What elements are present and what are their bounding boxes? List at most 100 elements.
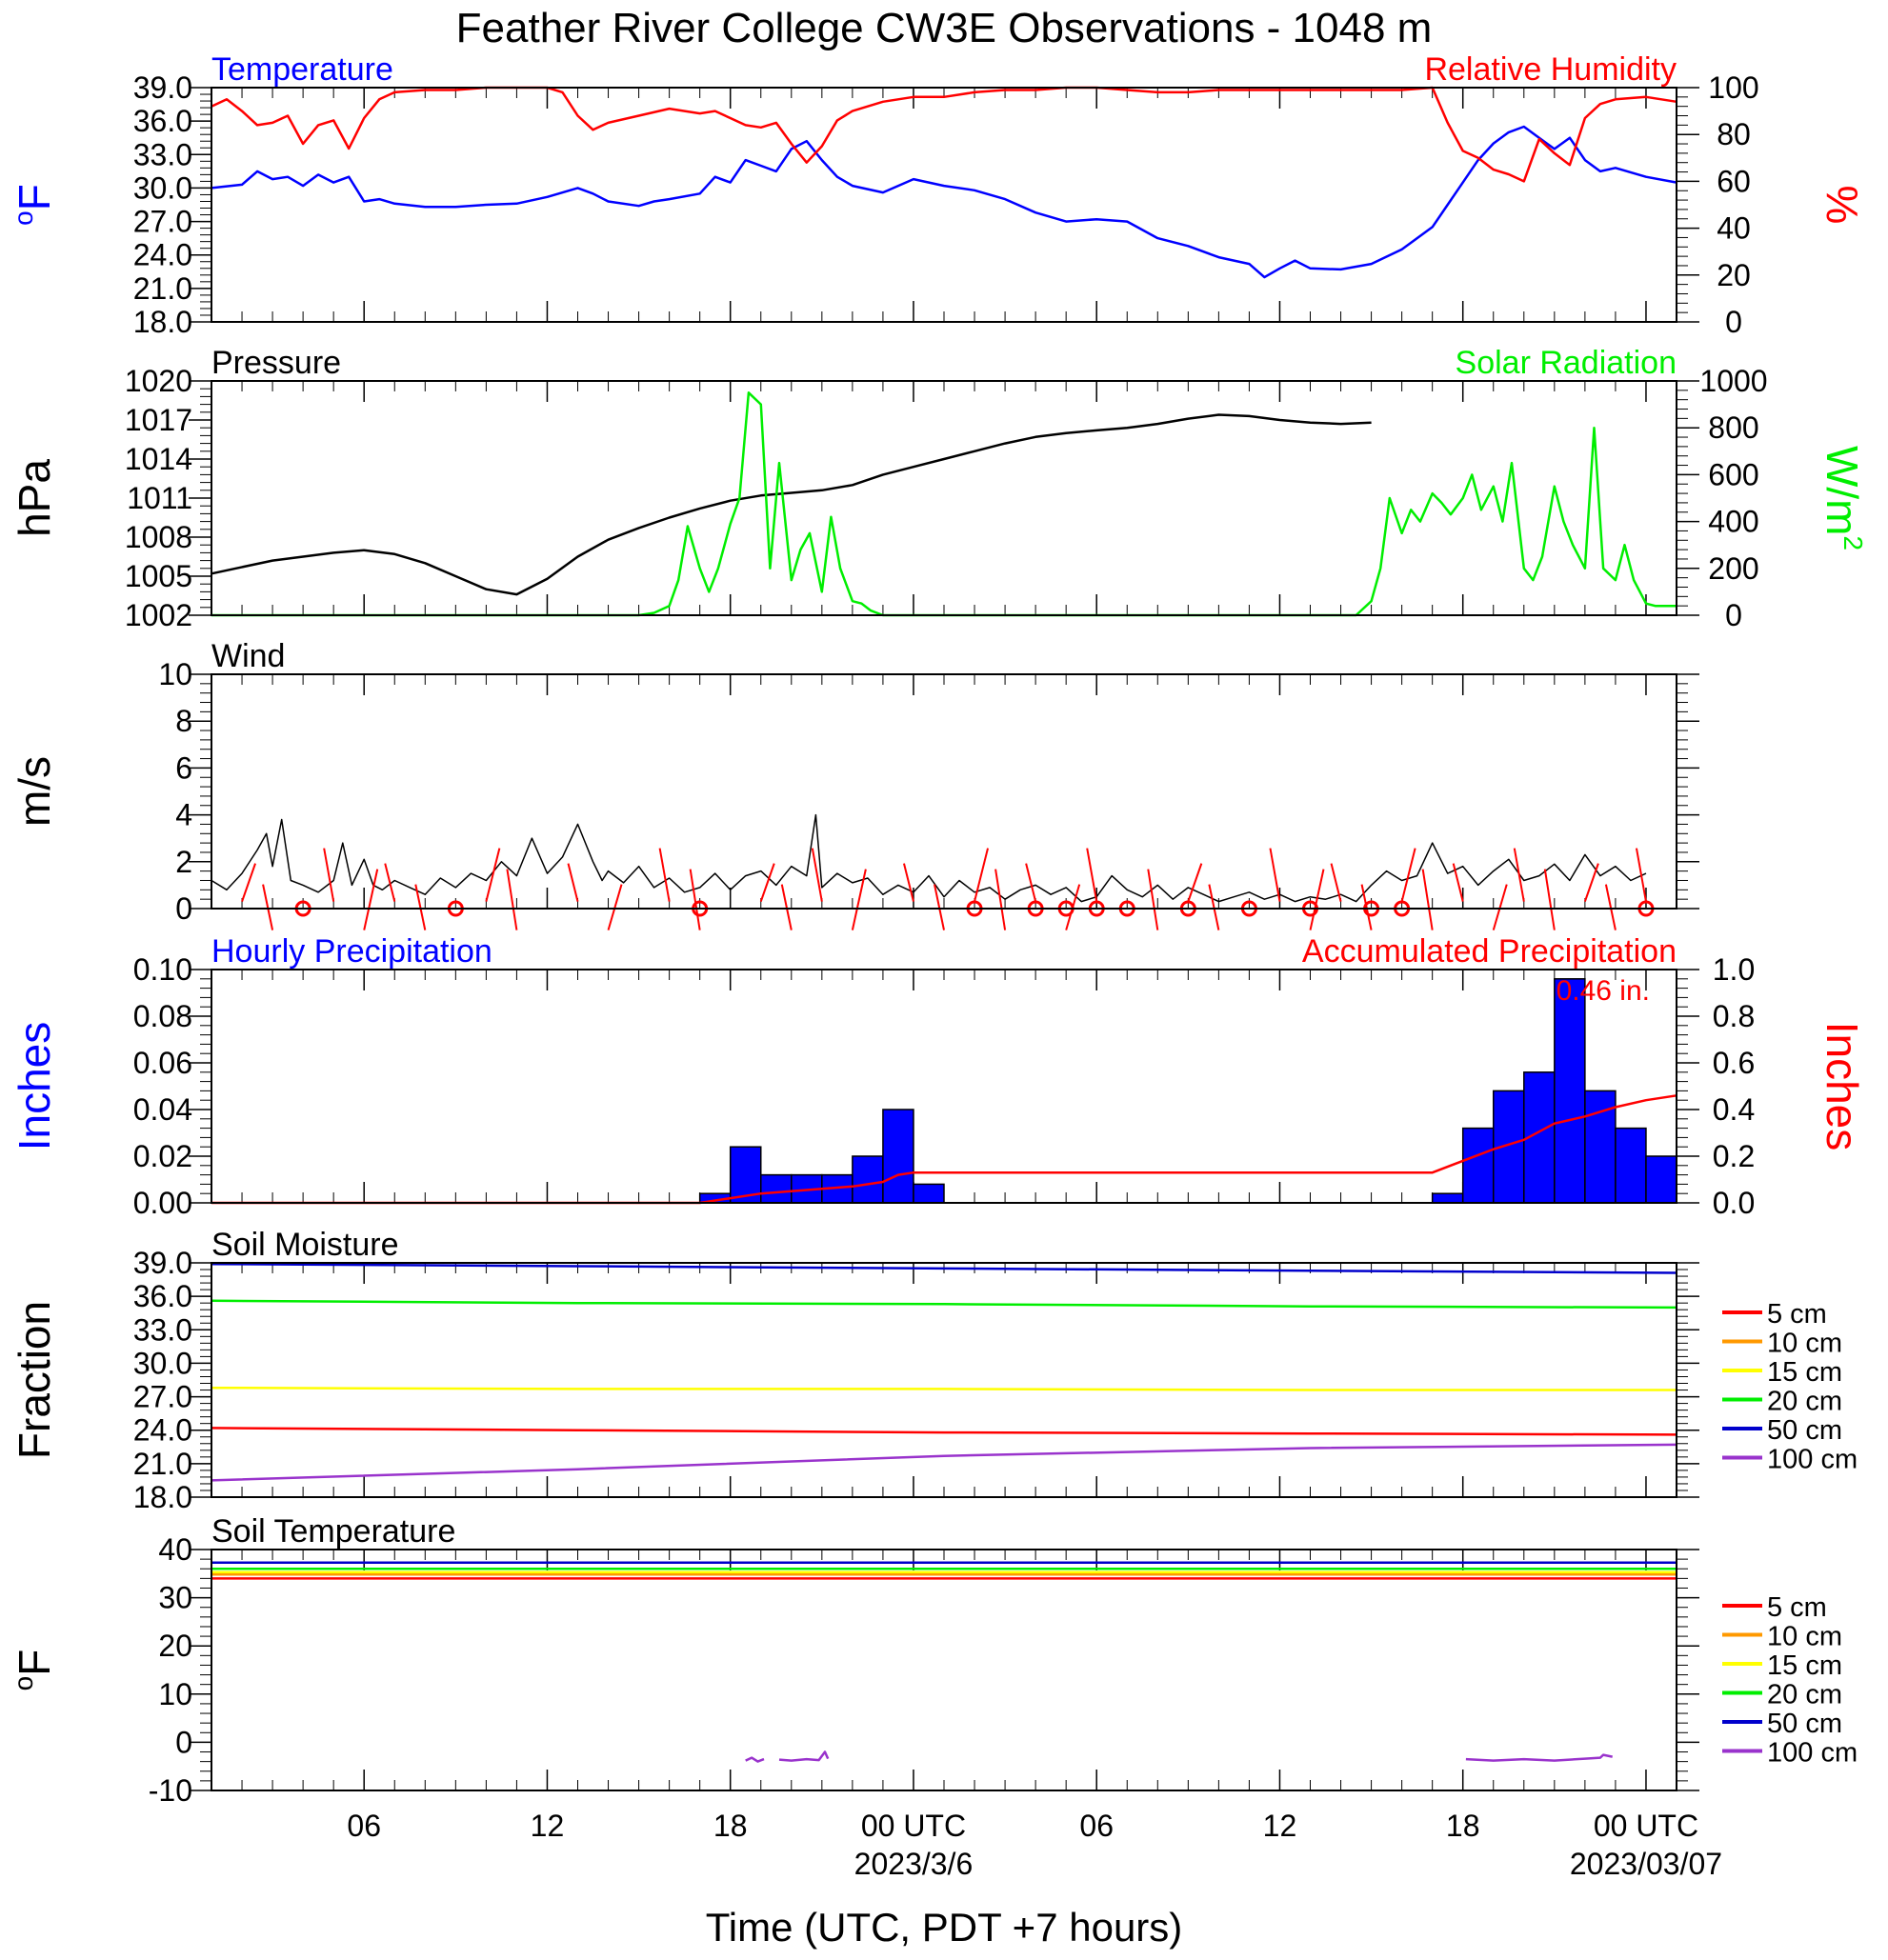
y2-tick-label: 60 (1717, 164, 1751, 198)
wind-barb (1147, 869, 1159, 930)
panel-pressure_solar: 1002 1005 1008 1011 1014 1017 1020 0 200 400 600 80… (10, 345, 1868, 632)
legend-label: 5 cm (1767, 1299, 1827, 1330)
wind-barb (1187, 863, 1203, 902)
series-line (1465, 1753, 1613, 1762)
y-tick-label: 10 (158, 657, 192, 691)
unit-w-per-m: W/m (1818, 446, 1867, 536)
y-tick-label: 0.00 (133, 1186, 192, 1220)
panel-frame (211, 673, 1677, 910)
y-tick-label: 20 (158, 1629, 192, 1663)
x-date-label: 2023/03/07 (1570, 1847, 1722, 1881)
y-tick-label: 0.10 (133, 952, 192, 987)
y-tick-label: 33.0 (133, 137, 192, 171)
panel-title-left: Wind (211, 638, 285, 674)
y-tick-label: 0.06 (133, 1046, 192, 1080)
accumulated-precip-line (211, 1094, 1677, 1205)
y2-tick-label: 40 (1717, 211, 1751, 246)
x-tick-label: 06 (347, 1809, 381, 1843)
wind-barb (1086, 848, 1098, 902)
y2-tick-label: 800 (1708, 410, 1758, 445)
y-tick-label: 1014 (125, 442, 192, 476)
wind-barb (994, 869, 1007, 930)
legend-label: 5 cm (1767, 1592, 1827, 1623)
wind-barb (363, 869, 379, 930)
legend-label: 100 cm (1767, 1445, 1858, 1475)
wind-barb (1604, 884, 1617, 930)
y-tick-label: 27.0 (133, 1380, 192, 1414)
y2-tick-label: 0.6 (1713, 1046, 1755, 1080)
y2-tick-label: 0 (1725, 598, 1742, 632)
x-tick-label: 00 UTC (1594, 1809, 1698, 1843)
y-tick-label: 10 (158, 1677, 192, 1711)
y2-axis-label: W/m2 (1818, 446, 1868, 550)
legend-label: 100 cm (1767, 1738, 1858, 1769)
series-line (211, 813, 1647, 903)
wind-barb (851, 869, 867, 930)
precip-bar (1615, 1127, 1647, 1204)
y-tick-label: 36.0 (133, 1279, 192, 1313)
wind-barb (262, 884, 274, 930)
y-axis-label: hPa (10, 459, 59, 537)
legend-label: 20 cm (1767, 1680, 1842, 1710)
series-line (211, 1386, 1677, 1391)
wind-barb (384, 863, 396, 902)
wind-barb (414, 884, 427, 930)
wind-barb (658, 848, 671, 902)
x-tick-label: 06 (1079, 1809, 1114, 1843)
y2-tick-label: 1.0 (1713, 952, 1755, 987)
wind-barb (1543, 869, 1556, 930)
y-tick-label: 0 (175, 891, 192, 926)
y-tick-label: 1008 (125, 520, 192, 554)
panel-frame (211, 380, 1677, 616)
y2-tick-label: 0.8 (1713, 999, 1755, 1033)
y-tick-label: 0 (175, 1725, 192, 1759)
y-tick-label: 27.0 (133, 205, 192, 239)
chart-title: Feather River College CW3E Observations … (456, 5, 1433, 51)
wind-barb (323, 848, 335, 902)
precip-bar (760, 1173, 793, 1204)
y-axis-label: Inches (10, 1022, 59, 1151)
wind-barb (1492, 884, 1508, 930)
y2-axis-label: Inches (1818, 1022, 1867, 1151)
panel-title-left: Pressure (211, 345, 341, 381)
series-line (778, 1750, 830, 1762)
panel-title-right: Relative Humidity (1424, 51, 1677, 88)
y-tick-label: 1011 (127, 481, 192, 515)
wind-barb (506, 869, 518, 930)
y-tick-label: 8 (175, 704, 192, 738)
wind-barb (902, 863, 914, 902)
panel-frame (211, 1549, 1677, 1791)
y-axis-label: oF (9, 1650, 59, 1691)
y-tick-label: 18.0 (133, 305, 192, 339)
panel-title-right: Accumulated Precipitation (1302, 933, 1677, 970)
wind-barb (689, 869, 701, 930)
series-line (211, 1443, 1677, 1482)
panel-frame (211, 969, 1677, 1204)
y2-tick-label: 1000 (1699, 364, 1767, 398)
y-tick-label: 1002 (125, 598, 192, 632)
precip-bar (1431, 1192, 1464, 1204)
y-tick-label: 39.0 (133, 70, 192, 105)
y-tick-label: 1005 (125, 559, 192, 593)
y-tick-label: 24.0 (133, 238, 192, 272)
panel-title-left: Temperature (211, 51, 393, 88)
fahrenheit-sign: F (10, 184, 59, 210)
x-tick-label: 12 (1263, 1809, 1297, 1843)
y-tick-label: 21.0 (133, 1447, 192, 1481)
wind-barb (811, 848, 823, 902)
wind-barb (1309, 869, 1325, 930)
plot-area: 18.021.024.027.030.033.036.039.002040608… (9, 51, 1868, 1881)
panel-title-left: Hourly Precipitation (211, 933, 492, 970)
wind-barb (1330, 863, 1342, 902)
legend-label: 10 cm (1767, 1622, 1842, 1652)
y2-axis-label: % (1818, 186, 1867, 225)
y-tick-label: 2 (175, 845, 192, 879)
y-tick-label: 36.0 (133, 104, 192, 138)
y-tick-label: 30 (158, 1581, 192, 1615)
y2-tick-label: 400 (1708, 505, 1758, 539)
y-axis-label: Fraction (10, 1301, 59, 1459)
y-tick-label: 30.0 (133, 170, 192, 205)
y-axis-label: m/s (10, 756, 59, 827)
degree-sign: o (9, 210, 38, 226)
